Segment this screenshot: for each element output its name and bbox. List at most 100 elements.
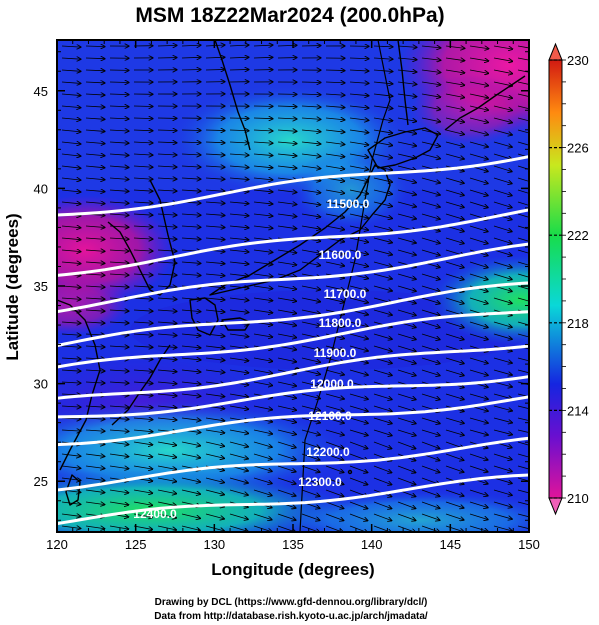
- contour-line: [57, 375, 529, 419]
- wind-arrow: [109, 154, 129, 155]
- wind-arrow: [397, 141, 417, 146]
- wind-arrow: [229, 477, 248, 483]
- wind-arrow: [61, 250, 81, 252]
- wind-arrow: [229, 286, 249, 288]
- wind-arrow: [229, 429, 249, 434]
- wind-arrow: [397, 237, 416, 243]
- x-tick-label: 135: [282, 537, 304, 552]
- wind-arrow: [157, 274, 177, 275]
- wind-arrow: [253, 262, 273, 265]
- wind-arrow: [373, 261, 392, 267]
- wind-arrow: [229, 178, 249, 180]
- wind-arrow: [229, 57, 249, 58]
- wind-arrow: [349, 417, 368, 423]
- colorbar-label: 226: [567, 141, 589, 156]
- wind-arrow: [229, 214, 249, 216]
- wind-arrow: [229, 310, 249, 312]
- wind-arrow: [253, 405, 273, 410]
- wind-arrow: [85, 502, 105, 505]
- colorbar-label: 210: [567, 491, 589, 506]
- wind-arrow: [205, 310, 225, 312]
- contour-label: 11800.0: [319, 316, 362, 330]
- wind-arrow: [493, 225, 512, 232]
- wind-arrow: [325, 441, 344, 448]
- wind-arrow: [109, 250, 129, 251]
- wind-arrow: [133, 322, 153, 323]
- wind-arrow: [493, 117, 512, 123]
- wind-arrow: [61, 322, 81, 323]
- wind-arrow: [157, 130, 177, 131]
- wind-arrow: [61, 370, 81, 371]
- wind-arrow: [181, 513, 200, 518]
- wind-arrow: [109, 106, 129, 107]
- wind-arrow: [109, 214, 129, 215]
- wind-arrow: [445, 129, 464, 134]
- wind-arrow: [277, 477, 296, 484]
- wind-arrow: [205, 226, 225, 228]
- contour-label: 12300.0: [298, 475, 342, 489]
- wind-arrow: [229, 345, 249, 349]
- wind-arrow: [397, 177, 416, 183]
- wind-arrow: [61, 70, 81, 71]
- wind-arrow: [517, 357, 529, 362]
- wind-arrow: [205, 358, 225, 360]
- wind-arrow: [61, 466, 81, 468]
- wind-arrow: [349, 118, 369, 120]
- wind-arrow: [253, 118, 273, 119]
- wind-arrow: [301, 261, 321, 265]
- wind-arrow: [397, 189, 416, 195]
- wind-arrow: [157, 477, 177, 482]
- colorbar-top-arrow: [548, 42, 563, 61]
- wind-arrow: [205, 525, 224, 531]
- wind-arrow: [517, 333, 529, 338]
- wind-arrow: [349, 297, 368, 303]
- wind-arrow: [133, 382, 153, 383]
- wind-arrow: [445, 501, 464, 508]
- wind-arrow: [421, 117, 441, 122]
- wind-arrow: [157, 310, 177, 311]
- wind-arrow: [277, 513, 296, 520]
- wind-arrow: [493, 261, 512, 268]
- wind-arrow: [61, 190, 81, 192]
- wind-arrow: [493, 249, 512, 256]
- wind-arrow: [325, 70, 345, 71]
- x-tick-label: 140: [361, 537, 383, 552]
- map-title: MSM 18Z22Mar2024 (200.0hPa): [135, 4, 444, 27]
- wind-arrow: [517, 81, 529, 85]
- wind-arrow: [253, 274, 273, 277]
- wind-arrow: [133, 334, 153, 335]
- wind-arrow: [517, 513, 529, 518]
- wind-arrow: [301, 106, 321, 107]
- wind-arrow: [349, 94, 369, 96]
- wind-arrow: [517, 129, 529, 134]
- wind-arrow: [445, 465, 464, 472]
- wind-arrow: [421, 46, 441, 48]
- wind-arrow: [253, 309, 273, 313]
- wind-arrow: [157, 441, 177, 445]
- y-axis-label: Latitude (degrees): [3, 213, 22, 360]
- wind-arrow: [493, 141, 512, 147]
- x-tick-label: 120: [46, 537, 68, 552]
- wind-arrow: [277, 297, 297, 301]
- wind-arrow: [397, 70, 417, 72]
- wind-arrow: [157, 346, 177, 348]
- wind-arrow: [277, 285, 297, 289]
- wind-arrow: [469, 357, 488, 363]
- wind-arrow: [253, 178, 273, 180]
- wind-arrow: [421, 429, 440, 436]
- wind-arrow: [301, 130, 321, 132]
- colorbar-label: 214: [567, 403, 589, 418]
- wind-arrow: [157, 45, 177, 46]
- wind-arrow: [133, 525, 153, 530]
- wind-arrow: [397, 285, 416, 291]
- wind-arrow: [301, 166, 321, 169]
- wind-arrow: [421, 105, 441, 109]
- wind-arrow: [133, 501, 153, 505]
- wind-arrow: [469, 393, 488, 399]
- wind-arrow: [517, 213, 529, 218]
- wind-arrow: [349, 177, 369, 182]
- wind-arrow: [109, 178, 129, 179]
- wind-arrow: [253, 57, 273, 58]
- wind-arrow: [277, 249, 297, 253]
- wind-arrow: [373, 106, 393, 109]
